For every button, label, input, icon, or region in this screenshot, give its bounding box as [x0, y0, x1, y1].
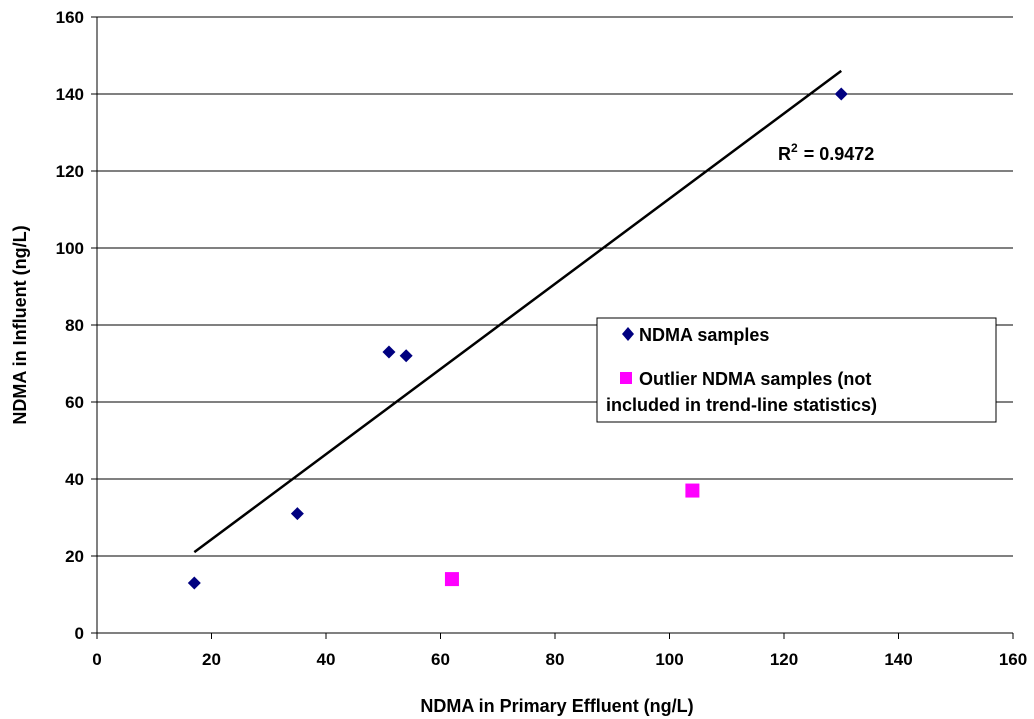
tick-labels: 0 20 40 60 80 100 120 140 160 0 20 40 60 80 100 120 140 1…	[56, 8, 1028, 669]
legend-marker-ndma-samples	[622, 327, 634, 341]
svg-text:R2= 0.9472: R2 = 0.9472	[778, 141, 874, 164]
x-tick-label-80: 80	[546, 650, 565, 669]
y-axis-title: NDMA in Influent (ng/L)	[10, 225, 30, 424]
r2-value: = 0.9472	[804, 144, 875, 164]
point-outlier-sample-2	[685, 483, 700, 498]
y-tick-label-20: 20	[65, 547, 84, 566]
r2-superscript: 2	[791, 141, 798, 155]
y-tick-label-120: 120	[56, 162, 84, 181]
point-ndma-sample-1	[187, 576, 201, 590]
point-ndma-sample-4	[399, 349, 413, 363]
point-ndma-sample-2	[290, 507, 304, 521]
x-tick-label-40: 40	[317, 650, 336, 669]
r-squared-annotation: R2 = 0.9472	[778, 141, 874, 164]
gridlines	[97, 16, 1013, 557]
legend-marker-outlier-samples	[620, 372, 632, 384]
legend-box	[596, 317, 997, 423]
point-outlier-sample-1	[444, 572, 459, 587]
y-tick-label-40: 40	[65, 470, 84, 489]
x-tick-label-60: 60	[431, 650, 450, 669]
point-ndma-sample-5	[834, 87, 848, 101]
legend-label-ndma-samples: NDMA samples	[639, 325, 769, 345]
x-tick-label-0: 0	[92, 650, 101, 669]
legend-label-outlier-line-2: included in trend-line statistics)	[606, 395, 877, 415]
x-tick-label-20: 20	[202, 650, 221, 669]
y-tick-label-0: 0	[75, 624, 84, 643]
y-tick-label-80: 80	[65, 316, 84, 335]
trendline	[193, 69, 842, 554]
y-tick-label-140: 140	[56, 85, 84, 104]
y-tick-label-60: 60	[65, 393, 84, 412]
x-axis-title: NDMA in Primary Effluent (ng/L)	[420, 696, 693, 716]
r2-prefix: R	[778, 144, 791, 164]
y-tick-label-100: 100	[56, 239, 84, 258]
x-tick-label-100: 100	[655, 650, 683, 669]
legend-label-outlier-line-1: Outlier NDMA samples (not	[639, 369, 871, 389]
trendline-group	[193, 69, 842, 554]
point-ndma-sample-3	[382, 345, 396, 359]
x-tick-label-120: 120	[770, 650, 798, 669]
x-tick-label-160: 160	[999, 650, 1027, 669]
data-points	[187, 87, 848, 590]
x-tick-label-140: 140	[884, 650, 912, 669]
axes	[91, 16, 1014, 639]
y-tick-label-160: 160	[56, 8, 84, 27]
legend: NDMA samples Outlier NDMA samples (not i…	[596, 317, 997, 423]
